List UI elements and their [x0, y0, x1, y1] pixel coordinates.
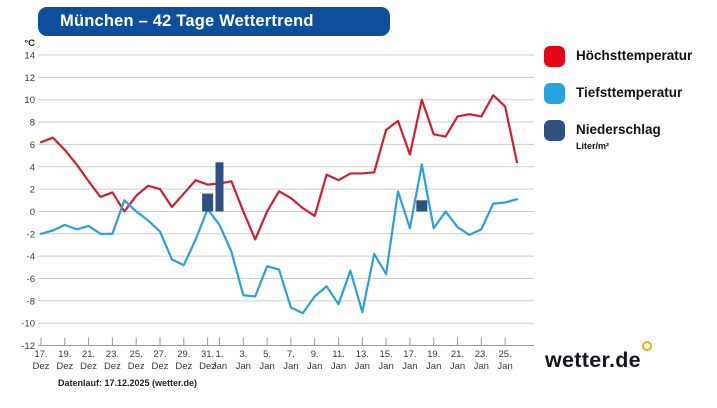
y-axis-tick-label: 12 — [24, 73, 35, 84]
x-axis-month-label: Jan — [450, 361, 465, 372]
legend-item-tiefsttemperatur: Tiefsttemperatur — [544, 83, 714, 105]
x-axis-month-label: Dez — [152, 361, 169, 372]
x-axis-month-label: Jan — [307, 361, 322, 372]
x-axis-month-label: Jan — [331, 361, 346, 372]
y-axis-tick-label: 8 — [30, 118, 35, 129]
x-axis-day-label: 25. — [130, 349, 143, 360]
legend: Höchsttemperatur Tiefsttemperatur Nieder… — [544, 46, 714, 151]
x-axis-month-label: Dez — [104, 361, 121, 372]
y-axis-tick-label: 2 — [30, 185, 35, 196]
tiefsttemperatur-swatch-icon — [544, 83, 565, 104]
x-axis-month-label: Jan — [355, 361, 370, 372]
y-axis-unit-label: °C — [24, 38, 35, 49]
niederschlag-bar — [202, 193, 214, 212]
datenlauf-text: Datenlauf: 17.12.2025 (wetter.de) — [58, 378, 198, 388]
wetter-de-logo-text: wetter.de — [545, 348, 641, 372]
x-axis-day-label: 17. — [34, 349, 47, 360]
legend-label: Tiefsttemperatur — [576, 85, 683, 100]
y-axis-tick-label: 4 — [30, 162, 35, 173]
legend-item-hoechsttemperatur: Höchsttemperatur — [544, 46, 714, 68]
x-axis-month-label: Jan — [212, 361, 227, 372]
x-axis-day-label: 5. — [263, 349, 271, 360]
hoechsttemperatur-swatch-icon — [544, 46, 565, 67]
legend-label: Niederschlag — [576, 122, 661, 137]
x-axis-day-label: 13. — [356, 349, 369, 360]
x-axis-day-label: 21. — [82, 349, 95, 360]
trend-chart-svg: 14121086420-2-4-6-8-10-12°C17.Dez19.Dez2… — [21, 38, 534, 372]
wetter-de-logo: wetter.de — [545, 341, 705, 382]
y-axis-tick-label: -10 — [21, 319, 35, 330]
page-title: München – 42 Tage Wettertrend — [38, 7, 390, 36]
x-axis-month-label: Jan — [474, 361, 489, 372]
x-axis-day-label: 15. — [379, 349, 392, 360]
hoechsttemperatur-line — [39, 94, 519, 241]
x-axis-month-label: Jan — [497, 361, 512, 372]
x-axis-day-label: 1. — [216, 349, 224, 360]
legend-label: Höchsttemperatur — [576, 48, 693, 63]
x-axis-month-label: Jan — [236, 361, 251, 372]
x-axis-day-label: 19. — [427, 349, 440, 360]
x-axis-day-label: 7. — [287, 349, 295, 360]
x-axis-month-label: Dez — [128, 361, 145, 372]
y-axis-tick-label: -2 — [27, 229, 35, 240]
y-axis-tick-label: -8 — [27, 296, 35, 307]
x-axis-day-label: 23. — [106, 349, 119, 360]
x-axis-day-label: 29. — [177, 349, 190, 360]
x-axis-day-label: 25. — [498, 349, 511, 360]
x-axis-month-label: Jan — [426, 361, 441, 372]
x-axis-day-label: 21. — [451, 349, 464, 360]
y-axis-tick-label: 0 — [30, 207, 35, 218]
x-axis-month-label: Dez — [80, 361, 97, 372]
x-axis-month-label: Dez — [56, 361, 73, 372]
legend-unit-label: Liter/m² — [576, 141, 610, 151]
y-axis-tick-label: -12 — [21, 341, 35, 352]
x-axis-day-label: 9. — [311, 349, 319, 360]
tiefsttemperatur-line — [39, 163, 519, 315]
y-axis-tick-label: -4 — [27, 252, 35, 263]
x-axis-month-label: Jan — [378, 361, 393, 372]
y-axis-tick-label: 6 — [30, 140, 35, 151]
x-axis-month-label: Jan — [259, 361, 274, 372]
logo-ring-icon — [642, 341, 652, 351]
x-axis-month-label: Dez — [199, 361, 216, 372]
x-axis-day-label: 3. — [239, 349, 247, 360]
x-axis-day-label: 17. — [403, 349, 416, 360]
x-axis-day-label: 31. — [201, 349, 214, 360]
y-axis-tick-label: 10 — [24, 95, 35, 106]
niederschlag-swatch-icon — [544, 120, 565, 141]
niederschlag-bar — [416, 200, 428, 212]
x-axis-day-label: 27. — [153, 349, 166, 360]
trend-chart: 14 12 10 8 6 4 2 0 -2 -4 -6 -8 -10 -12 °C 17. Dez 19. Dez 2… — [21, 38, 534, 372]
x-axis-month-label: Dez — [33, 361, 50, 372]
x-axis-month-label: Dez — [175, 361, 192, 372]
x-axis-day-label: 19. — [58, 349, 71, 360]
y-axis-tick-label: 14 — [24, 51, 35, 62]
legend-item-niederschlag: Niederschlag Liter/m² — [544, 120, 714, 151]
x-axis-month-label: Jan — [402, 361, 417, 372]
x-axis-day-label: 23. — [475, 349, 488, 360]
niederschlag-bar — [215, 162, 224, 212]
x-axis-month-label: Jan — [283, 361, 298, 372]
x-axis-day-label: 11. — [332, 349, 345, 360]
y-axis-tick-label: -6 — [27, 274, 35, 285]
